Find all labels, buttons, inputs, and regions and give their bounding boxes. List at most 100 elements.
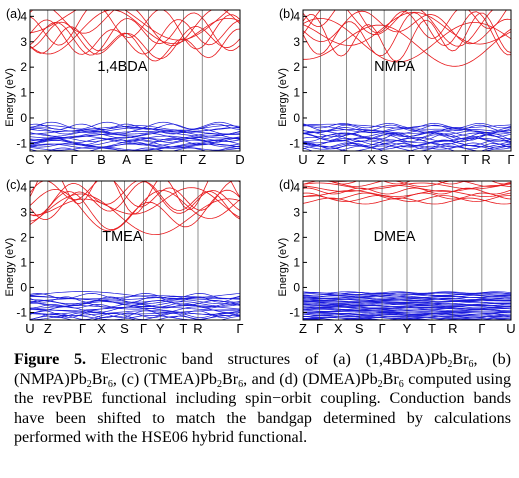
valence-band — [30, 312, 240, 320]
conduction-band — [30, 193, 240, 236]
conduction-band — [303, 11, 511, 46]
kpoint-label: S — [355, 321, 364, 336]
y-tick-label: 0 — [293, 111, 300, 125]
kpoint-label: B — [97, 152, 106, 167]
y-tick-label: -1 — [289, 305, 300, 319]
valence-band — [303, 132, 511, 137]
figure-caption: Figure 5. Electronic band structures of … — [14, 351, 511, 447]
y-tick-label: 3 — [20, 205, 27, 219]
kpoint-label: X — [367, 152, 376, 167]
compound-name: NMPA — [374, 59, 415, 75]
conduction-band — [30, 188, 240, 232]
compound-name: TMEA — [102, 229, 143, 245]
kpoint-label: Z — [299, 321, 307, 336]
conduction-band — [30, 10, 240, 55]
kpoint-label: U — [25, 321, 34, 336]
valence-band — [30, 142, 240, 148]
conduction-band — [303, 12, 511, 62]
conduction-band — [303, 17, 511, 63]
kpoint-label: Γ — [180, 152, 187, 167]
kpoint-label: E — [144, 152, 153, 167]
kpoint-label: Γ — [507, 152, 514, 167]
kpoint-label: Γ — [79, 321, 86, 336]
valence-band — [303, 137, 511, 146]
y-tick-label: 4 — [20, 9, 27, 23]
y-axis-label: Energy (eV) — [277, 68, 289, 127]
y-tick-label: 3 — [293, 205, 300, 219]
kpoint-label: U — [298, 152, 307, 167]
bands — [30, 181, 240, 320]
y-tick-label: 3 — [20, 35, 27, 49]
y-tick-label: -1 — [289, 136, 300, 150]
valence-band — [30, 146, 240, 151]
kpoint-label: Γ — [343, 152, 350, 167]
valence-band — [303, 124, 511, 132]
kpoint-label: Γ — [408, 152, 415, 167]
kpoint-label: Γ — [140, 321, 147, 336]
valence-band — [30, 298, 240, 303]
valence-band — [30, 125, 240, 131]
conduction-band — [30, 10, 240, 50]
conduction-band — [303, 10, 507, 39]
conduction-band — [30, 12, 240, 56]
bands — [303, 10, 511, 151]
conduction-band — [30, 21, 240, 60]
valence-band — [303, 133, 511, 141]
y-tick-label: 1 — [20, 86, 27, 100]
y-tick-label: 3 — [293, 35, 300, 49]
valence-band — [30, 136, 240, 142]
valence-band — [30, 134, 240, 140]
kpoint-label: T — [179, 321, 187, 336]
y-tick-label: 4 — [293, 180, 300, 194]
valence-band — [30, 296, 240, 301]
y-tick-label: 2 — [20, 230, 27, 244]
valence-band — [303, 145, 511, 150]
conduction-band — [30, 10, 240, 47]
valence-band — [30, 310, 240, 316]
valence-band — [303, 142, 511, 148]
kpoint-label: Γ — [316, 321, 323, 336]
kpoint-label: Z — [44, 321, 52, 336]
valence-band — [30, 300, 240, 306]
plot-frame — [302, 9, 512, 152]
kpoint-label: Γ — [378, 321, 385, 336]
valence-band — [30, 127, 240, 133]
conduction-band — [30, 10, 230, 41]
kpoint-label: R — [448, 321, 457, 336]
panel-letter: (a) — [6, 7, 21, 21]
y-tick-label: 2 — [293, 230, 300, 244]
conduction-band — [30, 189, 240, 231]
kpoint-label: S — [380, 152, 389, 167]
conduction-band — [30, 181, 240, 211]
conduction-band — [30, 26, 240, 62]
y-tick-label: 2 — [293, 60, 300, 74]
y-tick-label: -1 — [16, 136, 27, 150]
kpoint-label: R — [193, 321, 202, 336]
conduction-band — [303, 11, 511, 57]
bands — [30, 10, 240, 151]
y-tick-label: -1 — [16, 305, 27, 319]
conduction-band — [30, 181, 240, 215]
y-tick-label: 0 — [293, 280, 300, 294]
valence-band — [303, 143, 511, 150]
conduction-band — [30, 19, 240, 55]
valence-band — [303, 123, 511, 130]
conduction-band — [303, 24, 511, 67]
valence-band — [303, 139, 511, 146]
valence-band — [303, 127, 511, 134]
kpoint-label: T — [461, 152, 469, 167]
kpoint-label: Γ — [71, 152, 78, 167]
valence-band — [30, 314, 240, 320]
conduction-band — [30, 181, 240, 221]
valence-band — [30, 140, 240, 148]
valence-band — [30, 128, 240, 135]
kpoint-label: X — [334, 321, 343, 336]
kpoint-label: Γ — [478, 321, 485, 336]
y-tick-label: 1 — [293, 86, 300, 100]
kpoint-label: S — [120, 321, 129, 336]
kpoint-label: C — [25, 152, 34, 167]
plot-frame — [29, 9, 241, 152]
valence-band — [30, 305, 240, 310]
